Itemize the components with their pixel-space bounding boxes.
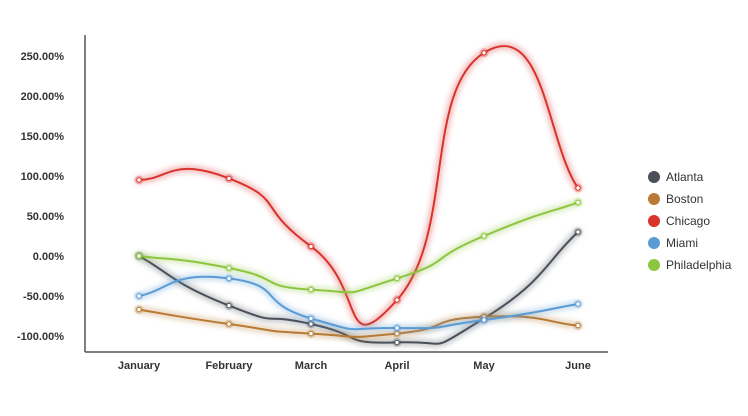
y-tick-label: 200.00% [21, 91, 65, 103]
data-point[interactable] [481, 50, 487, 56]
data-point[interactable] [575, 229, 581, 235]
data-point[interactable] [308, 243, 314, 250]
axes [84, 35, 608, 353]
series-line [138, 45, 579, 326]
data-point[interactable] [575, 185, 581, 191]
y-tick-label: 250.00% [21, 51, 65, 63]
legend-label: Atlanta [666, 170, 704, 184]
legend-swatch [648, 171, 660, 183]
y-tick-label: 50.00% [27, 211, 65, 223]
data-point[interactable] [394, 325, 400, 331]
data-point[interactable] [136, 177, 142, 183]
legend-label: Philadelphia [666, 258, 732, 272]
series-philadelphia [134, 197, 583, 297]
legend-swatch [648, 215, 660, 227]
legend-label: Miami [666, 236, 698, 250]
legend-item-atlanta[interactable]: Atlanta [648, 170, 704, 184]
legend-item-miami[interactable]: Miami [648, 236, 698, 250]
legend-label: Chicago [666, 214, 710, 228]
data-point[interactable] [226, 265, 232, 271]
x-tick-label: June [565, 360, 591, 372]
series-layer [134, 42, 583, 348]
legend-swatch [648, 193, 660, 205]
legend-item-chicago[interactable]: Chicago [648, 214, 710, 228]
y-tick-label: -50.00% [23, 291, 64, 303]
data-point[interactable] [308, 330, 314, 337]
data-point[interactable] [136, 293, 142, 299]
x-tick-label: May [473, 360, 495, 372]
data-point[interactable] [226, 321, 232, 327]
data-point[interactable] [136, 253, 142, 259]
x-tick-label: April [384, 360, 409, 372]
data-point[interactable] [575, 322, 581, 329]
series-chicago [134, 42, 583, 329]
data-point[interactable] [394, 339, 400, 346]
data-point[interactable] [226, 175, 232, 182]
data-point[interactable] [308, 315, 314, 322]
series-glow [135, 42, 582, 329]
y-tick-label: -100.00% [17, 331, 64, 343]
y-tick-label: 0.00% [33, 251, 64, 263]
data-point[interactable] [394, 297, 400, 303]
data-point[interactable] [481, 317, 487, 323]
data-point[interactable] [394, 275, 400, 282]
x-tick-label: March [295, 360, 328, 372]
data-point[interactable] [575, 301, 581, 307]
y-tick-label: 150.00% [21, 131, 65, 143]
series-miami [134, 272, 583, 334]
data-point[interactable] [136, 306, 142, 313]
legend-item-boston[interactable]: Boston [648, 192, 703, 206]
legend-swatch [648, 237, 660, 249]
legend-label: Boston [666, 192, 703, 206]
data-point[interactable] [226, 302, 232, 309]
y-tick-label: 100.00% [21, 171, 65, 183]
data-point[interactable] [481, 233, 487, 239]
legend: Atlanta Boston Chicago Miami Philadelphia [648, 170, 732, 272]
data-point[interactable] [226, 275, 232, 282]
x-tick-label: January [118, 360, 161, 372]
x-tick-label: February [205, 360, 253, 372]
data-point[interactable] [575, 199, 581, 206]
y-tick-labels: 250.00% 200.00% 150.00% 100.00% 50.00% 0.00% -… [17, 51, 64, 343]
data-point[interactable] [308, 286, 314, 293]
legend-item-philadelphia[interactable]: Philadelphia [648, 258, 732, 272]
x-tick-labels: January February March April May June [118, 360, 591, 372]
legend-swatch [648, 259, 660, 271]
